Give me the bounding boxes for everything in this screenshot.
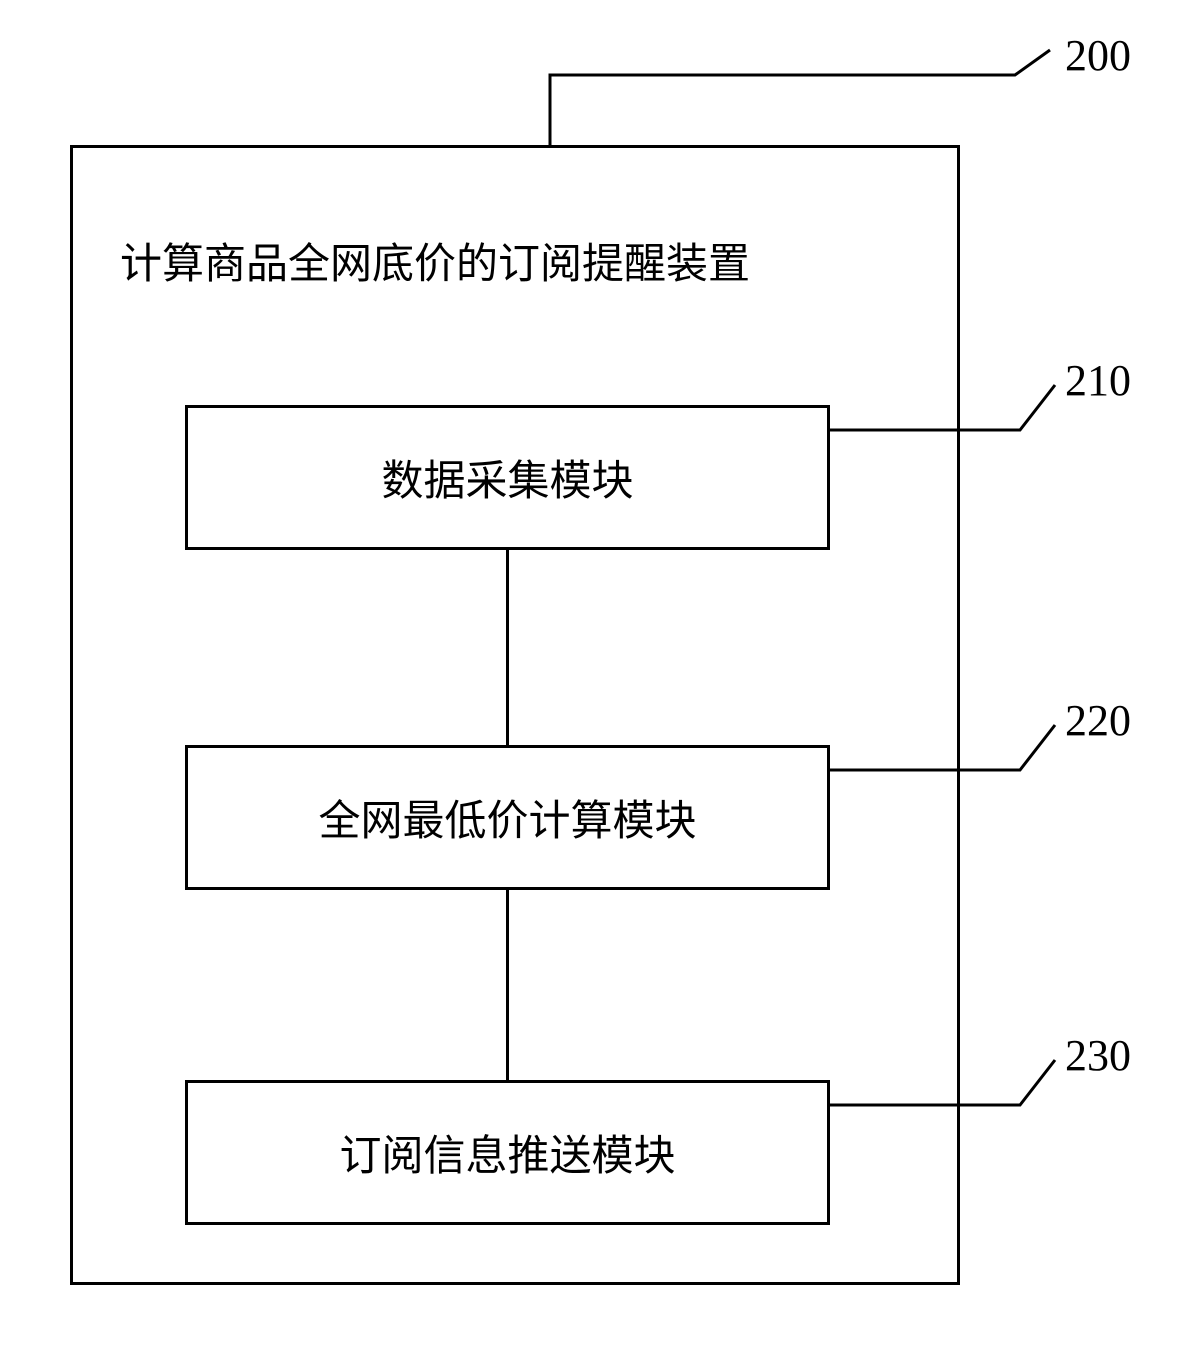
module-text: 数据采集模块 <box>381 447 633 508</box>
label-230: 230 <box>1065 1030 1131 1081</box>
module-text: 订阅信息推送模块 <box>339 1122 675 1183</box>
callout-line-200 <box>550 50 1050 145</box>
label-210: 210 <box>1065 355 1131 406</box>
container-title: 计算商品全网底价的订阅提醒装置 <box>120 230 750 291</box>
label-200: 200 <box>1065 30 1131 81</box>
connector-2-3 <box>506 890 509 1080</box>
connector-1-2 <box>506 550 509 745</box>
label-220: 220 <box>1065 695 1131 746</box>
module-box-data-collect: 数据采集模块 <box>185 405 830 550</box>
module-box-subscription-push: 订阅信息推送模块 <box>185 1080 830 1225</box>
module-box-lowest-price-calc: 全网最低价计算模块 <box>185 745 830 890</box>
module-text: 全网最低价计算模块 <box>318 787 696 848</box>
